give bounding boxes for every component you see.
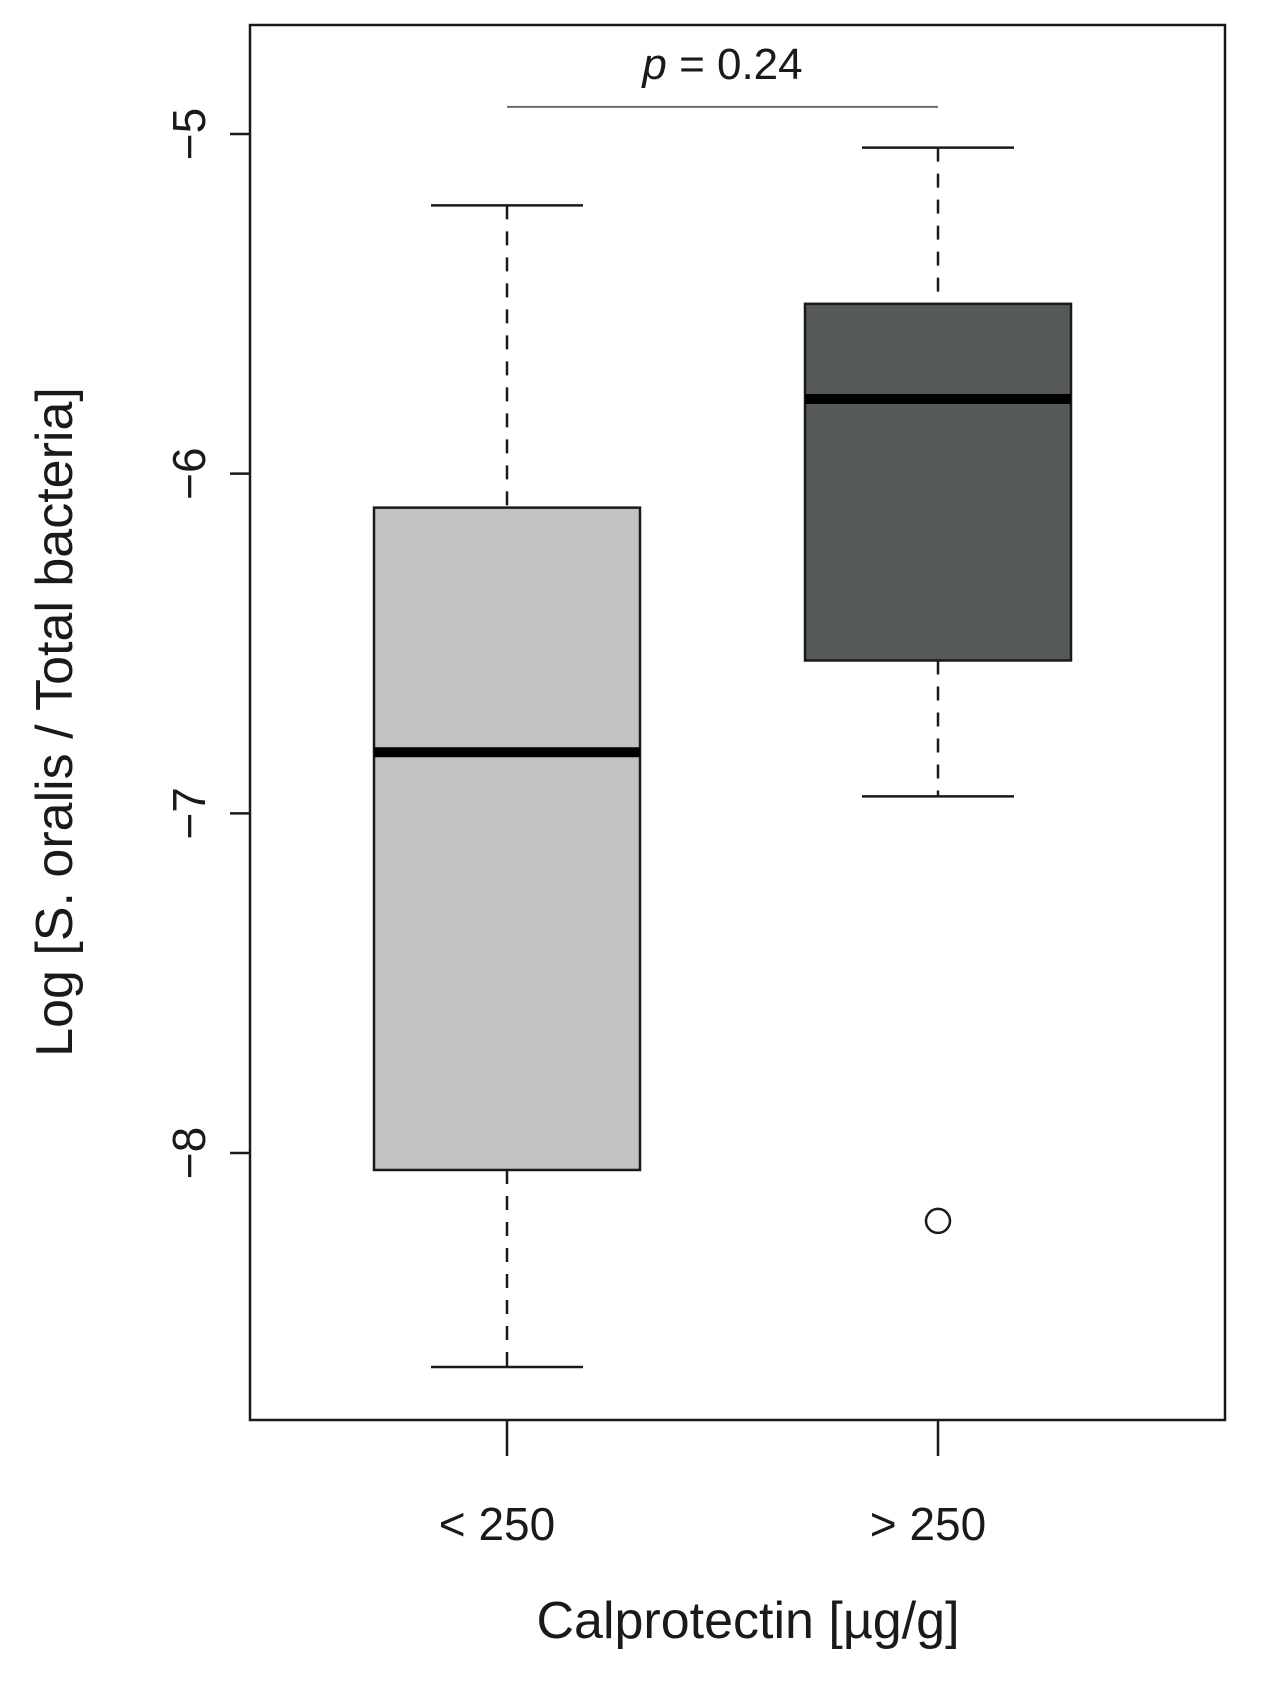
x-tick-label: < 250 (439, 1498, 555, 1550)
y-tick-label: −8 (163, 1127, 215, 1179)
y-axis-title: Log [S. oralis / Total bacteria] (26, 387, 84, 1057)
x-axis: < 250 > 250 (439, 1420, 986, 1550)
y-axis: −5 −6 −7 −8 (163, 108, 250, 1179)
x-tick-label: > 250 (870, 1498, 986, 1550)
y-tick-label: −5 (163, 108, 215, 160)
significance-annotation: p = 0.24 (507, 40, 938, 108)
x-axis-title: Calprotectin [µg/g] (536, 1592, 959, 1650)
box-group (372, 204, 642, 1369)
p-value-label: p = 0.24 (640, 40, 802, 89)
box-group (803, 146, 1073, 1235)
p-symbol: p (640, 40, 666, 89)
y-tick-label: −7 (163, 787, 215, 839)
box-iqr (372, 506, 642, 1172)
box-iqr (803, 302, 1073, 662)
y-tick-label: −6 (163, 447, 215, 499)
p-value: = 0.24 (667, 40, 803, 89)
box-series (372, 146, 1073, 1369)
plot-frame (248, 23, 1227, 1422)
outlier-point (924, 1207, 952, 1235)
